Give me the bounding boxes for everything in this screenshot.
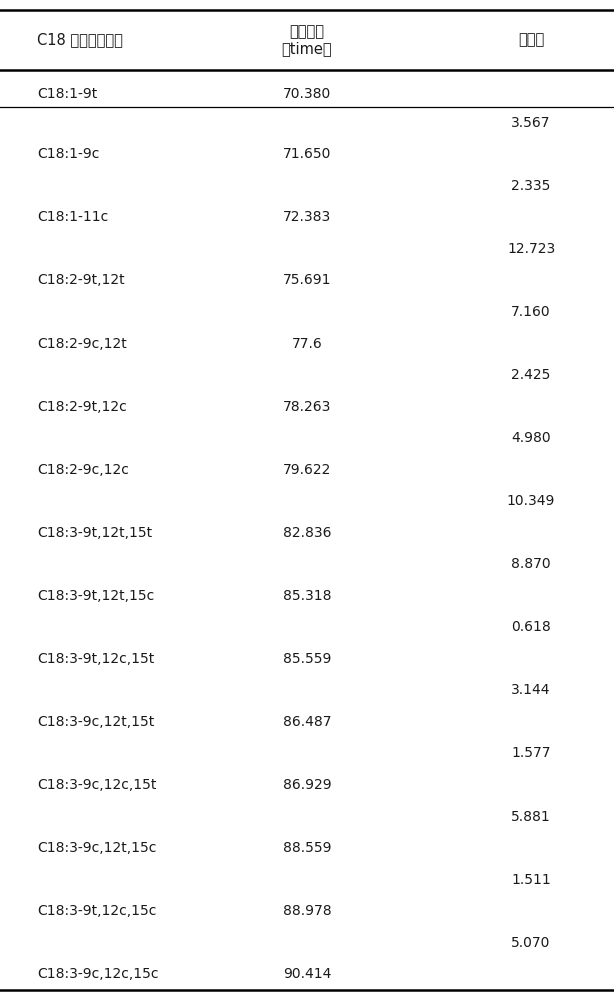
- Text: C18:3-9c,12t,15t: C18:3-9c,12t,15t: [37, 715, 154, 729]
- Text: C18:1-9c: C18:1-9c: [37, 147, 99, 161]
- Text: 5.070: 5.070: [511, 936, 551, 950]
- Text: 88.559: 88.559: [283, 841, 331, 855]
- Text: 7.160: 7.160: [511, 305, 551, 319]
- Text: 3.144: 3.144: [511, 683, 551, 697]
- Text: C18:2-9c,12c: C18:2-9c,12c: [37, 463, 129, 477]
- Text: 分离度: 分离度: [518, 32, 544, 47]
- Text: C18:3-9c,12t,15c: C18:3-9c,12t,15c: [37, 841, 156, 855]
- Text: 70.380: 70.380: [283, 87, 331, 101]
- Text: 72.383: 72.383: [283, 210, 331, 224]
- Text: 71.650: 71.650: [283, 147, 331, 161]
- Text: C18:1-9t: C18:1-9t: [37, 87, 97, 101]
- Text: C18:3-9t,12t,15c: C18:3-9t,12t,15c: [37, 589, 154, 603]
- Text: 85.318: 85.318: [283, 589, 331, 603]
- Text: C18:1-11c: C18:1-11c: [37, 210, 108, 224]
- Text: 88.978: 88.978: [282, 904, 332, 918]
- Text: 82.836: 82.836: [283, 526, 331, 540]
- Text: 75.691: 75.691: [283, 273, 331, 287]
- Text: C18:3-9c,12c,15t: C18:3-9c,12c,15t: [37, 778, 156, 792]
- Text: 77.6: 77.6: [292, 337, 322, 351]
- Text: 3.567: 3.567: [511, 116, 551, 130]
- Text: C18:2-9t,12c: C18:2-9t,12c: [37, 400, 126, 414]
- Text: 86.487: 86.487: [283, 715, 331, 729]
- Text: C18:3-9t,12t,15t: C18:3-9t,12t,15t: [37, 526, 152, 540]
- Text: C18:2-9c,12t: C18:2-9c,12t: [37, 337, 126, 351]
- Text: 2.335: 2.335: [511, 179, 551, 193]
- Text: C18:3-9c,12c,15c: C18:3-9c,12c,15c: [37, 967, 158, 981]
- Text: 保留时间
（time）: 保留时间 （time）: [282, 24, 332, 56]
- Text: 5.881: 5.881: [511, 810, 551, 824]
- Text: C18:3-9t,12c,15c: C18:3-9t,12c,15c: [37, 904, 156, 918]
- Text: 10.349: 10.349: [507, 494, 555, 508]
- Text: 8.870: 8.870: [511, 557, 551, 571]
- Text: C18:3-9t,12c,15t: C18:3-9t,12c,15t: [37, 652, 154, 666]
- Text: 0.618: 0.618: [511, 620, 551, 634]
- Text: 78.263: 78.263: [283, 400, 331, 414]
- Text: C18 脂肪酸异构体: C18 脂肪酸异构体: [37, 32, 123, 47]
- Text: 2.425: 2.425: [511, 368, 551, 382]
- Text: 85.559: 85.559: [283, 652, 331, 666]
- Text: 1.511: 1.511: [511, 873, 551, 887]
- Text: 90.414: 90.414: [283, 967, 331, 981]
- Text: 79.622: 79.622: [283, 463, 331, 477]
- Text: 4.980: 4.980: [511, 431, 551, 445]
- Text: 1.577: 1.577: [511, 746, 551, 760]
- Text: 12.723: 12.723: [507, 242, 555, 256]
- Text: 86.929: 86.929: [282, 778, 332, 792]
- Text: C18:2-9t,12t: C18:2-9t,12t: [37, 273, 125, 287]
